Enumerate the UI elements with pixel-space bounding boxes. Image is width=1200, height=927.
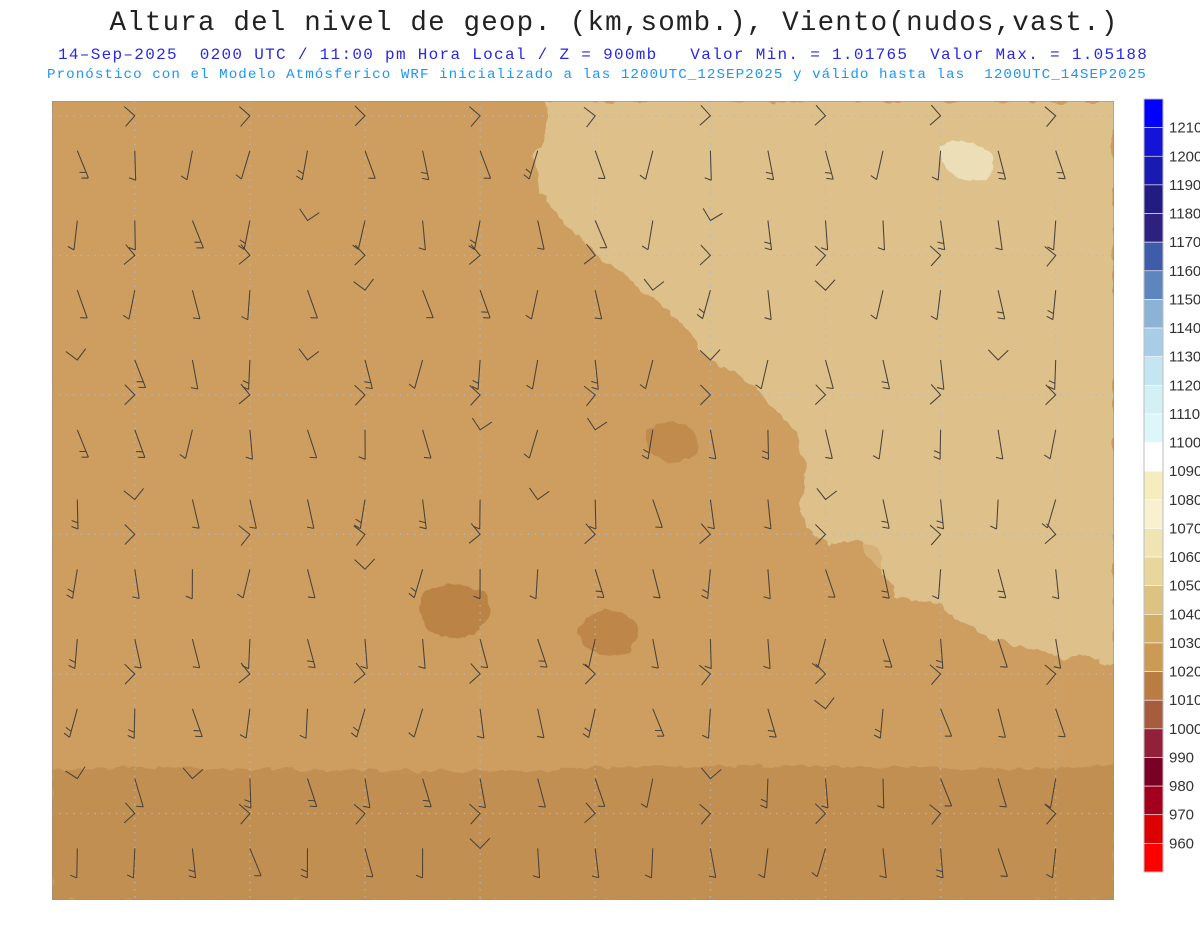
svg-text:1010: 1010 (1169, 692, 1200, 709)
svg-text:1140: 1140 (1169, 320, 1200, 337)
svg-text:1100: 1100 (1169, 435, 1200, 452)
svg-text:1150: 1150 (1169, 291, 1200, 308)
svg-text:1110: 1110 (1169, 406, 1200, 423)
svg-text:960: 960 (1169, 835, 1194, 852)
svg-text:1170: 1170 (1169, 234, 1200, 251)
svg-text:980: 980 (1169, 778, 1194, 795)
svg-text:1020: 1020 (1169, 664, 1200, 681)
svg-text:1000: 1000 (1169, 721, 1200, 738)
svg-text:1130: 1130 (1169, 349, 1200, 366)
svg-text:1040: 1040 (1169, 606, 1200, 623)
svg-text:1050: 1050 (1169, 578, 1200, 595)
svg-text:1080: 1080 (1169, 492, 1200, 509)
svg-text:970: 970 (1169, 807, 1194, 824)
svg-text:1180: 1180 (1169, 206, 1200, 223)
svg-text:1060: 1060 (1169, 549, 1200, 566)
svg-text:990: 990 (1169, 749, 1194, 766)
svg-text:1160: 1160 (1169, 263, 1200, 280)
svg-text:1090: 1090 (1169, 463, 1200, 480)
svg-text:1120: 1120 (1169, 377, 1200, 394)
svg-text:1200: 1200 (1169, 148, 1200, 165)
svg-text:1190: 1190 (1169, 177, 1200, 194)
svg-text:1070: 1070 (1169, 520, 1200, 537)
svg-text:1030: 1030 (1169, 635, 1200, 652)
svg-text:1210: 1210 (1169, 120, 1200, 137)
